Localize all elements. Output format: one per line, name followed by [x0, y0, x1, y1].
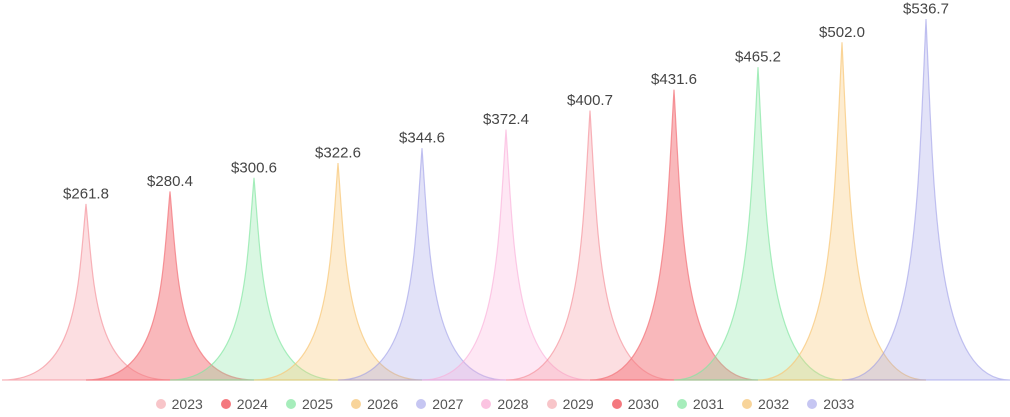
spike-2028[interactable] [421, 129, 591, 381]
legend-dot-icon [285, 399, 296, 409]
value-label-2029: $400.7 [567, 92, 613, 109]
legend-item-label: 2025 [301, 396, 334, 412]
value-label-2032: $502.0 [819, 24, 865, 41]
legend-item-label: 2032 [758, 396, 790, 412]
legend-item-2033[interactable]: 2033 [807, 396, 854, 412]
legend-item-label: 2028 [497, 396, 529, 412]
legend-dot-icon [611, 399, 622, 409]
spike-2027[interactable] [337, 148, 507, 381]
legend-item-label: 2029 [562, 396, 594, 412]
spike-2026[interactable] [253, 162, 423, 381]
legend-item-2030[interactable]: 2030 [611, 396, 659, 412]
spike-2023[interactable] [1, 203, 171, 381]
legend-item-2026[interactable]: 2026 [351, 396, 398, 412]
legend-item-label: 2030 [627, 396, 659, 412]
legend-item-2032[interactable]: 2032 [742, 396, 789, 412]
legend-item-label: 2024 [236, 396, 268, 412]
spike-2025[interactable] [169, 177, 339, 381]
legend-item-label: 2023 [171, 396, 203, 412]
legend-item-2027[interactable]: 2027 [416, 396, 463, 412]
legend-item-2029[interactable]: 2029 [546, 396, 594, 412]
legend-item-2024[interactable]: 2024 [220, 396, 268, 412]
legend-dot-icon [155, 399, 166, 409]
value-label-2023: $261.8 [63, 185, 109, 202]
legend-item-label: 2027 [432, 396, 464, 412]
legend-dot-icon [807, 399, 818, 409]
value-label-2025: $300.6 [231, 159, 277, 176]
value-label-2030: $431.6 [651, 71, 697, 88]
value-label-2026: $322.6 [315, 145, 361, 162]
legend-dot-icon [676, 399, 687, 409]
value-label-2024: $280.4 [147, 173, 193, 190]
legend-item-2031[interactable]: 2031 [676, 396, 725, 412]
spike-2032[interactable] [757, 42, 927, 381]
chart-canvas: $261.8 $280.4 $300.6 $322.6 $344.6 $372.4 $400… [1, 1, 1010, 381]
legend-item-2028[interactable]: 2028 [481, 396, 529, 412]
legend-item-label: 2026 [367, 396, 399, 412]
legend-item-label: 2033 [823, 396, 855, 412]
legend-dot-icon [742, 399, 753, 409]
legend-dot-icon [416, 399, 427, 409]
legend-dot-icon [481, 399, 492, 409]
legend-dot-icon [220, 399, 231, 409]
spike-2033[interactable] [841, 18, 1010, 381]
legend-dot-icon [546, 399, 557, 409]
legend-dot-icon [351, 399, 362, 409]
legend-item-label: 2031 [692, 396, 725, 412]
value-label-2028: $372.4 [483, 111, 529, 128]
legend-item-2023[interactable]: 2023 [155, 396, 203, 412]
spike-2029[interactable] [505, 110, 675, 381]
legend: 2023 2024 2025 2026 2027 2028 2029 2030 2031 2032… [0, 395, 1010, 413]
spike-2030[interactable] [589, 89, 759, 381]
spike-2024[interactable] [85, 191, 255, 381]
value-label-2033: $536.7 [903, 1, 949, 18]
spike-2031[interactable] [673, 67, 843, 381]
value-label-2031: $465.2 [735, 49, 781, 66]
legend-item-2025[interactable]: 2025 [285, 396, 334, 412]
value-label-2027: $344.6 [399, 130, 445, 147]
